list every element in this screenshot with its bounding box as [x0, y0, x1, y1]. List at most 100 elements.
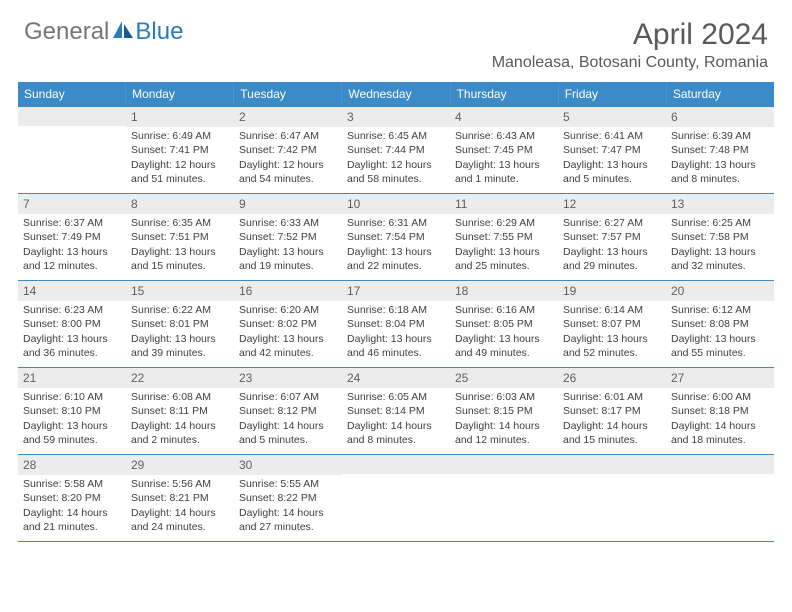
day-number — [18, 107, 126, 126]
day-cell: 24Sunrise: 6:05 AMSunset: 8:14 PMDayligh… — [342, 368, 450, 454]
daylight-text: Daylight: 14 hours and 8 minutes. — [347, 419, 445, 447]
daylight-text: Daylight: 14 hours and 27 minutes. — [239, 506, 337, 534]
sunset-text: Sunset: 8:02 PM — [239, 317, 337, 331]
title-block: April 2024 Manoleasa, Botosani County, R… — [492, 18, 768, 72]
day-cell: 14Sunrise: 6:23 AMSunset: 8:00 PMDayligh… — [18, 281, 126, 367]
daylight-text: Daylight: 13 hours and 55 minutes. — [671, 332, 769, 360]
location-text: Manoleasa, Botosani County, Romania — [492, 54, 768, 72]
sunrise-text: Sunrise: 6:22 AM — [131, 303, 229, 317]
day-content: Sunrise: 6:43 AMSunset: 7:45 PMDaylight:… — [450, 127, 558, 190]
sunrise-text: Sunrise: 6:37 AM — [23, 216, 121, 230]
daylight-text: Daylight: 14 hours and 21 minutes. — [23, 506, 121, 534]
daylight-text: Daylight: 14 hours and 5 minutes. — [239, 419, 337, 447]
day-number: 10 — [342, 194, 450, 214]
daylight-text: Daylight: 13 hours and 12 minutes. — [23, 245, 121, 273]
day-content: Sunrise: 6:29 AMSunset: 7:55 PMDaylight:… — [450, 214, 558, 277]
day-number: 14 — [18, 281, 126, 301]
daylight-text: Daylight: 13 hours and 5 minutes. — [563, 158, 661, 186]
sunset-text: Sunset: 8:12 PM — [239, 404, 337, 418]
day-number: 9 — [234, 194, 342, 214]
sunset-text: Sunset: 8:20 PM — [23, 491, 121, 505]
sunset-text: Sunset: 8:18 PM — [671, 404, 769, 418]
day-number: 1 — [126, 107, 234, 127]
day-number: 22 — [126, 368, 234, 388]
day-content: Sunrise: 6:16 AMSunset: 8:05 PMDaylight:… — [450, 301, 558, 364]
day-number: 2 — [234, 107, 342, 127]
sunset-text: Sunset: 8:04 PM — [347, 317, 445, 331]
day-number: 8 — [126, 194, 234, 214]
day-cell: 4Sunrise: 6:43 AMSunset: 7:45 PMDaylight… — [450, 107, 558, 193]
day-header-friday: Friday — [559, 82, 667, 106]
daylight-text: Daylight: 13 hours and 1 minute. — [455, 158, 553, 186]
week-row: 21Sunrise: 6:10 AMSunset: 8:10 PMDayligh… — [18, 367, 774, 454]
day-cell: 23 Sunrise: 6:07 AMSunset: 8:12 PMDayligh… — [234, 368, 342, 454]
sunset-text: Sunset: 7:55 PM — [455, 230, 553, 244]
daylight-text: Daylight: 12 hours and 54 minutes. — [239, 158, 337, 186]
sunrise-text: Sunrise: 6:08 AM — [131, 390, 229, 404]
day-content: Sunrise: 6:27 AMSunset: 7:57 PMDaylight:… — [558, 214, 666, 277]
day-content: Sunrise: 6:35 AMSunset: 7:51 PMDaylight:… — [126, 214, 234, 277]
day-content: Sunrise: 5:55 AMSunset: 8:22 PMDaylight:… — [234, 475, 342, 538]
daylight-text: Daylight: 13 hours and 15 minutes. — [131, 245, 229, 273]
daylight-text: Daylight: 13 hours and 59 minutes. — [23, 419, 121, 447]
day-number: 19 — [558, 281, 666, 301]
day-number: 12 — [558, 194, 666, 214]
month-title: April 2024 — [492, 18, 768, 52]
day-cell: 30Sunrise: 5:55 AMSunset: 8:22 PMDayligh… — [234, 455, 342, 541]
day-content: Sunrise: 6:37 AMSunset: 7:49 PMDaylight:… — [18, 214, 126, 277]
day-cell: 22 Sunrise: 6:08 AMSunset: 8:11 PMDayligh… — [126, 368, 234, 454]
sunset-text: Sunset: 8:08 PM — [671, 317, 769, 331]
day-number: 23 — [234, 368, 342, 388]
sunset-text: Sunset: 7:48 PM — [671, 143, 769, 157]
day-number: 20 — [666, 281, 774, 301]
sunrise-text: Sunrise: 6:49 AM — [131, 129, 229, 143]
daylight-text: Daylight: 13 hours and 36 minutes. — [23, 332, 121, 360]
daylight-text: Daylight: 13 hours and 22 minutes. — [347, 245, 445, 273]
sunrise-text: Sunrise: 6:27 AM — [563, 216, 661, 230]
sunrise-text: Sunrise: 6:43 AM — [455, 129, 553, 143]
day-number: 29 — [126, 455, 234, 475]
daylight-text: Daylight: 13 hours and 42 minutes. — [239, 332, 337, 360]
day-cell — [18, 107, 126, 193]
day-cell — [666, 455, 774, 541]
sunset-text: Sunset: 7:51 PM — [131, 230, 229, 244]
day-cell: 13Sunrise: 6:25 AMSunset: 7:58 PMDayligh… — [666, 194, 774, 280]
sunrise-text: Sunrise: 6:07 AM — [239, 390, 337, 404]
sunset-text: Sunset: 8:07 PM — [563, 317, 661, 331]
week-row: 1 Sunrise: 6:49 AMSunset: 7:41 PM Daylight… — [18, 106, 774, 193]
day-number: 28 — [18, 455, 126, 475]
sunset-text: Sunset: 7:57 PM — [563, 230, 661, 244]
sunset-text: Sunset: 7:58 PM — [671, 230, 769, 244]
day-content: Sunrise: 6:18 AMSunset: 8:04 PMDaylight:… — [342, 301, 450, 364]
day-cell: 29Sunrise: 5:56 AMSunset: 8:21 PMDayligh… — [126, 455, 234, 541]
brand-logo: General Blue — [24, 18, 183, 46]
day-content: Sunrise: 5:58 AMSunset: 8:20 PMDaylight:… — [18, 475, 126, 538]
sunrise-text: Sunrise: 5:55 AM — [239, 477, 337, 491]
sunrise-text: Sunrise: 5:58 AM — [23, 477, 121, 491]
day-cell: 25Sunrise: 6:03 AMSunset: 8:15 PMDayligh… — [450, 368, 558, 454]
sunrise-text: Sunrise: 6:20 AM — [239, 303, 337, 317]
day-content: Sunrise: 6:03 AMSunset: 8:15 PMDaylight:… — [450, 388, 558, 451]
daylight-text: Daylight: 14 hours and 24 minutes. — [131, 506, 229, 534]
daylight-text: Daylight: 13 hours and 19 minutes. — [239, 245, 337, 273]
sunset-text: Sunset: 7:41 PM — [131, 143, 229, 157]
daylight-text: Daylight: 14 hours and 2 minutes. — [131, 419, 229, 447]
day-cell: 27Sunrise: 6:00 AMSunset: 8:18 PMDayligh… — [666, 368, 774, 454]
sunrise-text: Sunrise: 6:39 AM — [671, 129, 769, 143]
day-cell: 8Sunrise: 6:35 AMSunset: 7:51 PMDaylight… — [126, 194, 234, 280]
day-number: 16 — [234, 281, 342, 301]
day-cell: 5Sunrise: 6:41 AMSunset: 7:47 PMDaylight… — [558, 107, 666, 193]
week-row: 7Sunrise: 6:37 AMSunset: 7:49 PMDaylight… — [18, 193, 774, 280]
day-cell: 21Sunrise: 6:10 AMSunset: 8:10 PMDayligh… — [18, 368, 126, 454]
sunset-text: Sunset: 8:11 PM — [131, 404, 229, 418]
day-number: 13 — [666, 194, 774, 214]
day-cell: 9Sunrise: 6:33 AMSunset: 7:52 PMDaylight… — [234, 194, 342, 280]
sunrise-text: Sunrise: 6:23 AM — [23, 303, 121, 317]
day-cell: 12Sunrise: 6:27 AMSunset: 7:57 PMDayligh… — [558, 194, 666, 280]
daylight-text: Daylight: 13 hours and 52 minutes. — [563, 332, 661, 360]
day-content: Sunrise: 6:22 AMSunset: 8:01 PMDaylight:… — [126, 301, 234, 364]
day-cell: 28Sunrise: 5:58 AMSunset: 8:20 PMDayligh… — [18, 455, 126, 541]
brand-part1: General — [24, 18, 109, 46]
sunrise-text: Sunrise: 6:33 AM — [239, 216, 337, 230]
day-content: Sunrise: 6:39 AMSunset: 7:48 PMDaylight:… — [666, 127, 774, 190]
